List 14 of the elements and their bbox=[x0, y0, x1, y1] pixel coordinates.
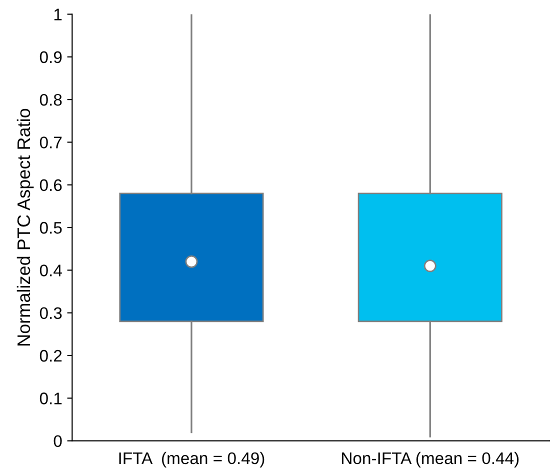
x-tick-label: IFTA (mean = 0.49) bbox=[119, 452, 264, 468]
y-tick-label: 0.5 bbox=[40, 222, 62, 234]
y-tick-label: 0.2 bbox=[40, 350, 62, 362]
y-tick-label: 0.1 bbox=[40, 392, 62, 404]
y-tick-label: 0.4 bbox=[40, 264, 62, 276]
y-tick-label: 0.9 bbox=[40, 51, 62, 64]
y-tick-label: 0.8 bbox=[40, 94, 62, 106]
y-axis-title: Normalized PTC Aspect Ratio bbox=[16, 108, 34, 346]
y-tick-label: 0.6 bbox=[40, 179, 62, 192]
y-tick-label: 0 bbox=[54, 435, 62, 448]
y-tick-label: 0.7 bbox=[40, 136, 62, 148]
x-tick-label: Non-IFTA (mean = 0.44) bbox=[342, 452, 519, 468]
y-tick-label: 0.3 bbox=[40, 307, 62, 320]
y-tick-label: 1 bbox=[54, 8, 62, 20]
